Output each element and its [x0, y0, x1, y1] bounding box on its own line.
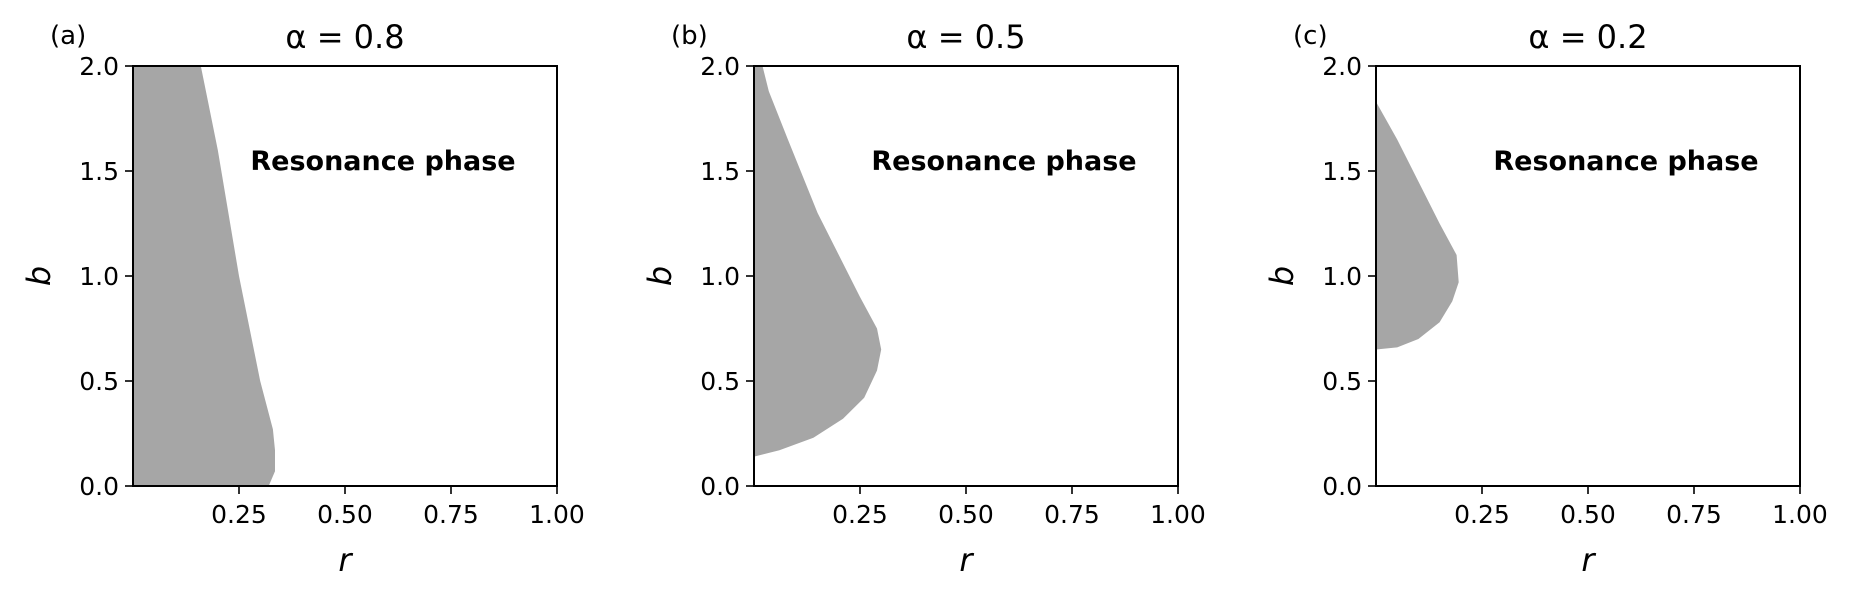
panel-1-y-axis-label: b: [20, 266, 58, 286]
panel-1-title: α = 0.8: [285, 18, 404, 56]
panel-1-x-axis-label: r: [338, 541, 353, 579]
panel-3-title: α = 0.2: [1528, 18, 1647, 56]
panel-3-y-tick-label: 1.0: [1322, 262, 1362, 291]
panel-2-panel-label: (b): [671, 21, 708, 51]
panel-2-y-tick-label: 0.0: [700, 472, 740, 501]
panel-3-x-tick-label: 0.25: [1454, 500, 1510, 529]
panel-2-y-tick-label: 1.5: [700, 157, 740, 186]
panel-2-y-axis-label: b: [641, 266, 679, 286]
panel-3-x-tick-label: 0.75: [1666, 500, 1722, 529]
panel-2-x-tick-label: 0.50: [938, 500, 994, 529]
panel-1-x-tick-label: 0.50: [317, 500, 373, 529]
panel-2-y-tick-label: 2.0: [700, 52, 740, 81]
panel-3-shaded-region: [1376, 101, 1459, 350]
panel-2-x-tick-label: 0.75: [1044, 500, 1100, 529]
panel-3-panel-label: (c): [1293, 21, 1328, 51]
panel-1-y-tick-label: 1.0: [79, 262, 119, 291]
panel-2-y-tick-label: 0.5: [700, 367, 740, 396]
panel-1-y-tick-label: 2.0: [79, 52, 119, 81]
panel-3-y-tick-label: 0.0: [1322, 472, 1362, 501]
panel-3-y-tick-label: 2.0: [1322, 52, 1362, 81]
panel-3-x-axis-label: r: [1581, 541, 1596, 579]
panel-3-annotation: Resonance phase: [1493, 146, 1758, 177]
panel-2-x-tick-label: 0.25: [832, 500, 888, 529]
panel-2-title: α = 0.5: [906, 18, 1025, 56]
panel-3-y-axis-label: b: [1263, 266, 1301, 286]
panel-1-y-tick-label: 0.5: [79, 367, 119, 396]
panel-2-x-axis-label: r: [959, 541, 974, 579]
panel-1-x-tick-label: 1.00: [529, 500, 585, 529]
panel-3-x-tick-label: 1.00: [1772, 500, 1828, 529]
panel-1-x-tick-label: 0.75: [423, 500, 479, 529]
panel-1-shaded-region: [133, 66, 275, 486]
panel-2-x-tick-label: 1.00: [1150, 500, 1206, 529]
panel-1-annotation: Resonance phase: [250, 146, 515, 177]
panel-3-x-tick-label: 0.50: [1560, 500, 1616, 529]
panel-2-annotation: Resonance phase: [871, 146, 1136, 177]
panel-3-y-tick-label: 0.5: [1322, 367, 1362, 396]
panel-2-shaded-region: [754, 66, 882, 457]
panel-3-y-tick-label: 1.5: [1322, 157, 1362, 186]
panel-1-x-tick-label: 0.25: [211, 500, 267, 529]
panel-1-panel-label: (a): [50, 21, 86, 51]
panel-1-y-tick-label: 1.5: [79, 157, 119, 186]
panel-2-y-tick-label: 1.0: [700, 262, 740, 291]
panel-1-y-tick-label: 0.0: [79, 472, 119, 501]
